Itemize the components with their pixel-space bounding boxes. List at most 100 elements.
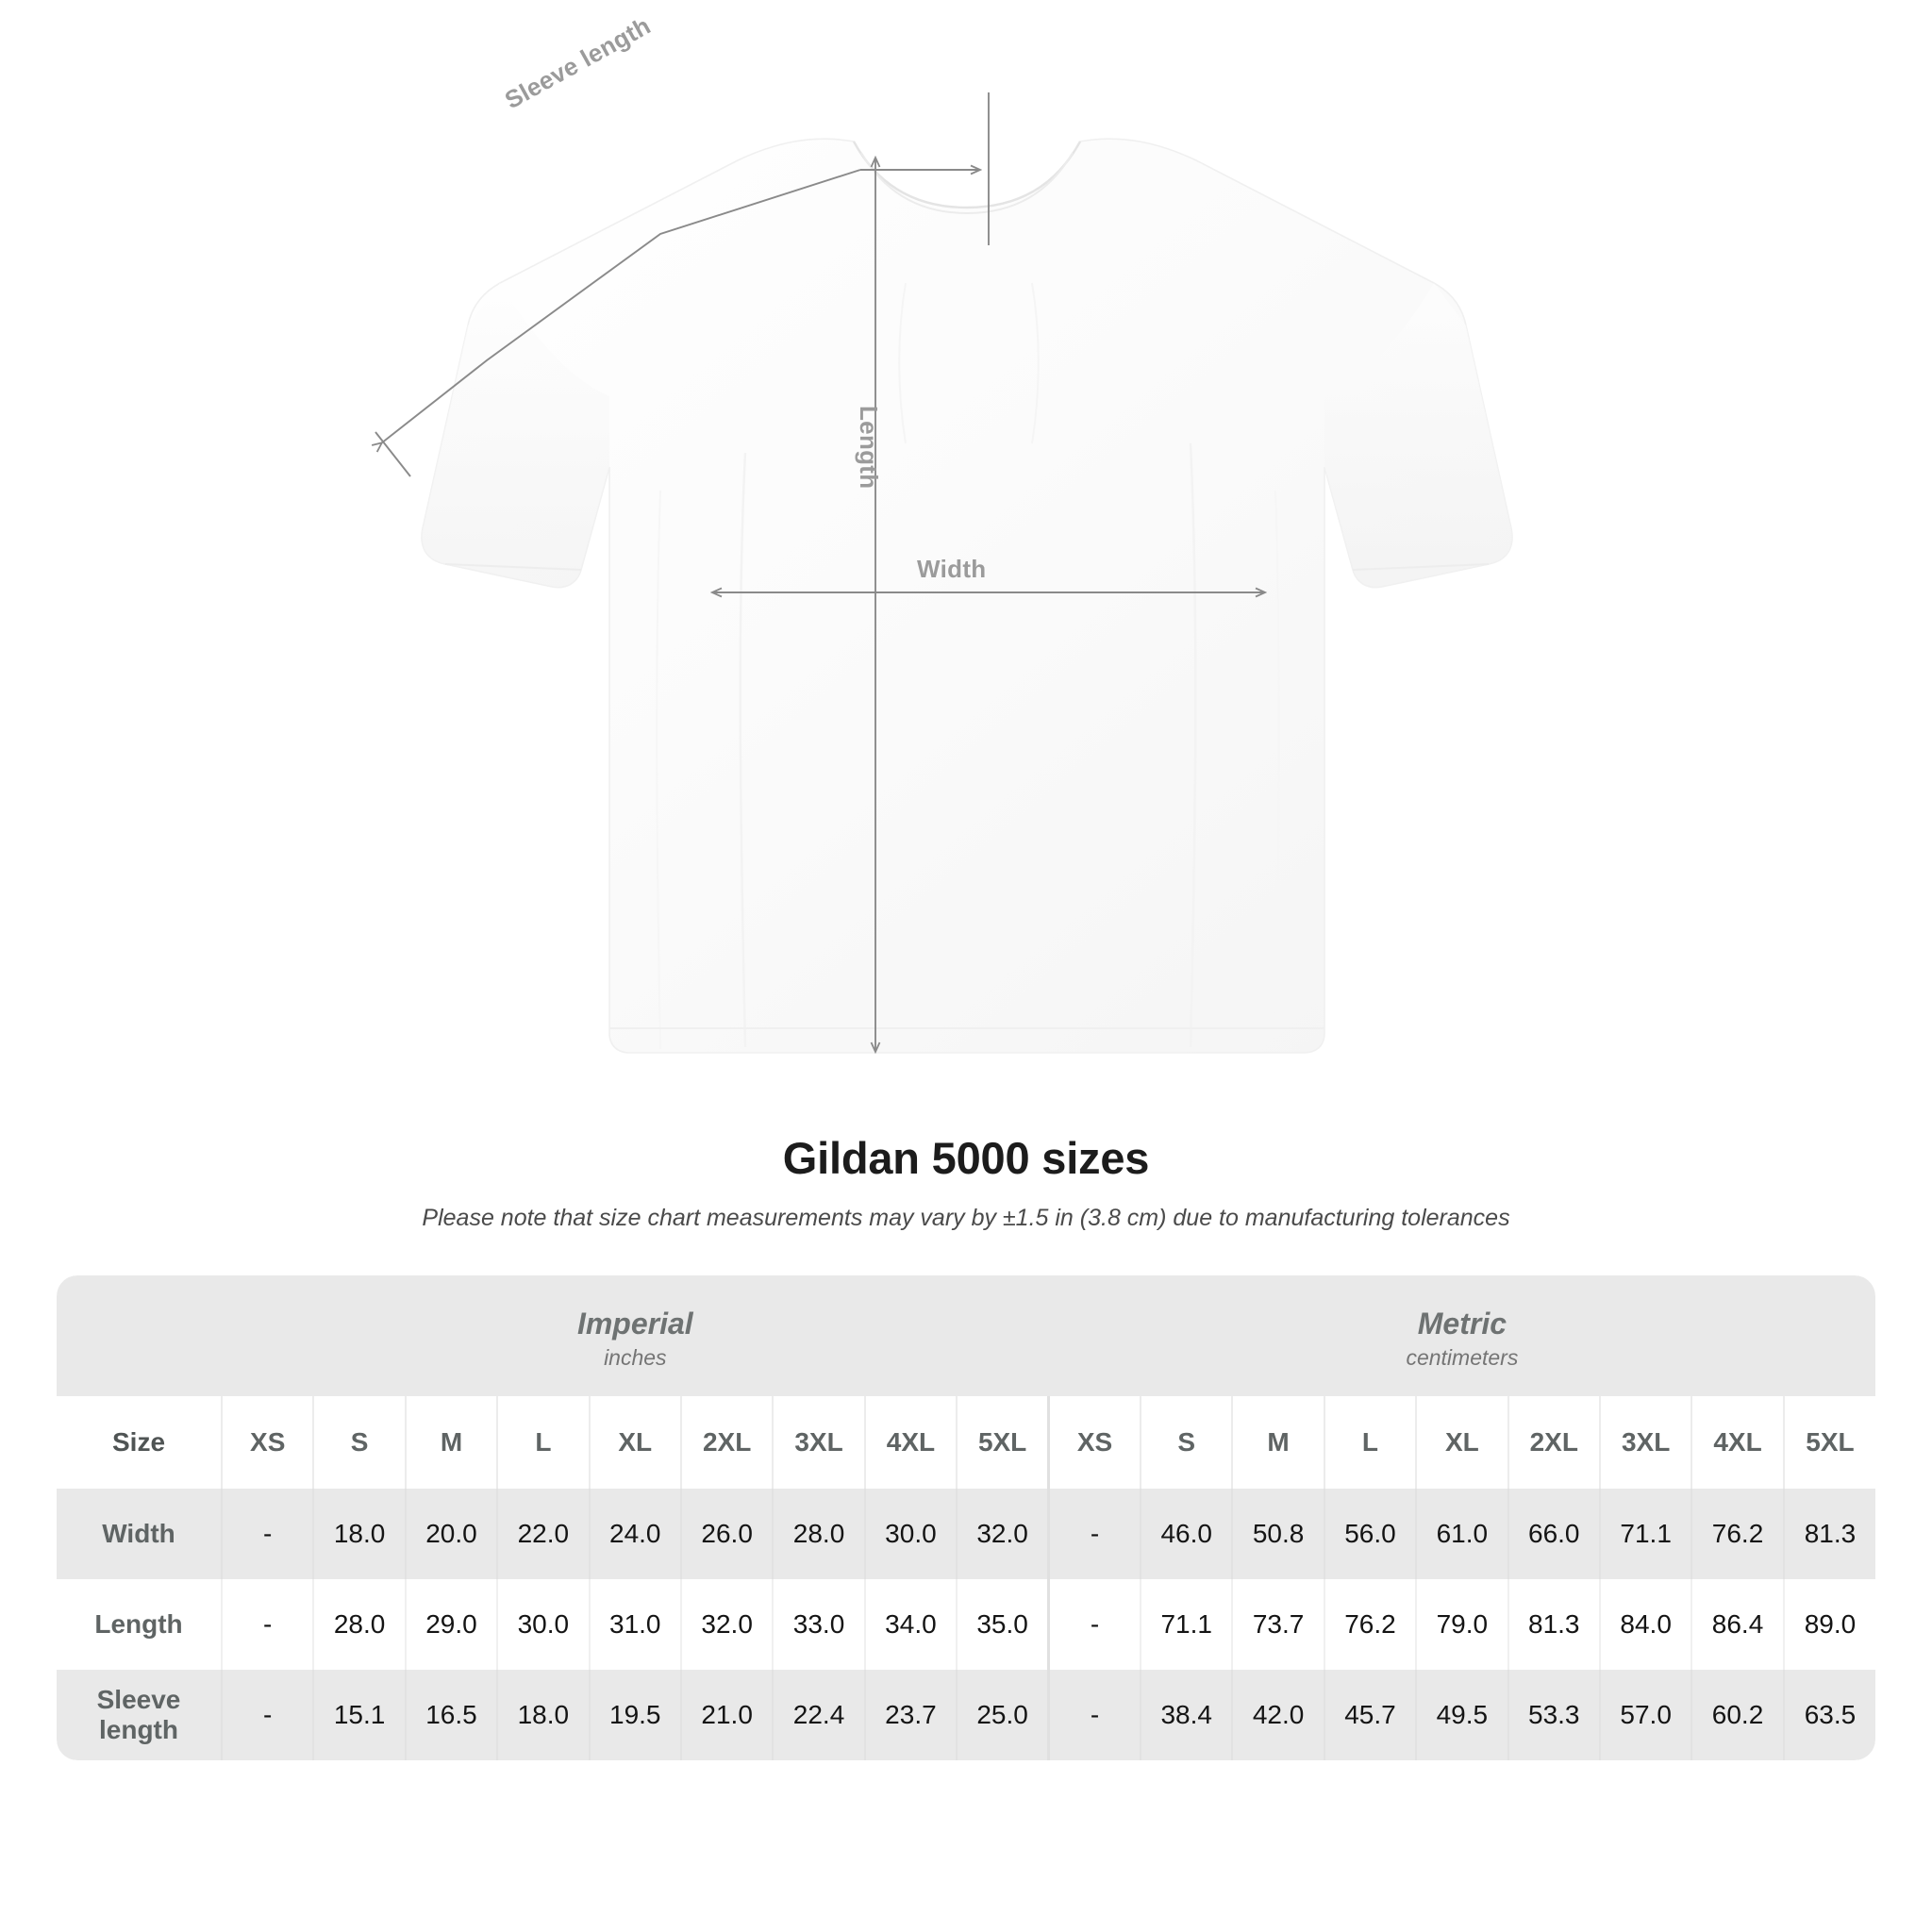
measurement-cell: 49.5 [1415,1670,1508,1760]
size-header-cell-4xl: 4XL [1690,1396,1784,1489]
size-header-cell-3xl: 3XL [772,1396,865,1489]
size-header-cell-s: S [312,1396,406,1489]
measurement-cell: 84.0 [1598,1579,1692,1670]
unit-group-name: Metric [1417,1307,1507,1341]
size-header-row: Size XS S M L XL 2XL 3XL 4XL 5XL XS S M L XL 2XL 3XL 4XL 5… [57,1396,1876,1489]
size-header-cell-2xl: 2XL [679,1396,774,1489]
table-row: Length -28.0 29.0 30.0 31.0 32.0 33.0 34.0 35.0-… [57,1579,1876,1670]
measurement-cell: 73.7 [1231,1579,1324,1670]
size-header-cell-xs: XS [220,1396,314,1489]
measurement-cell: 71.1 [1598,1489,1692,1579]
size-header-cell-5xl: 5XL [956,1396,1049,1489]
measurement-cell: 29.0 [404,1579,498,1670]
measurement-cell: 76.2 [1690,1489,1784,1579]
table-row: Width -18.0 20.0 22.0 24.0 26.0 28.0 30.0 32.0-4… [57,1489,1876,1579]
measurement-cell: 35.0 [956,1579,1049,1670]
measurement-cell: - [220,1579,314,1670]
measurement-cell: 34.0 [863,1579,958,1670]
tshirt-illustration [0,92,1513,1123]
measurement-cell: 46.0 [1139,1489,1233,1579]
measurement-cell: 33.0 [772,1579,865,1670]
measurement-cell: 66.0 [1507,1489,1600,1579]
size-header-cell-l: L [1323,1396,1417,1489]
size-header-cell-xl: XL [1415,1396,1508,1489]
unit-group-subtitle: centimeters [1406,1345,1519,1371]
size-header-cell-s: S [1139,1396,1233,1489]
unit-group-subtitle: inches [604,1345,667,1371]
measurement-cell: 25.0 [956,1670,1049,1760]
measurement-cell: 19.5 [588,1670,681,1760]
measurement-cell: 81.3 [1507,1579,1600,1670]
measurement-cell: 42.0 [1231,1670,1324,1760]
size-header-cell-l: L [496,1396,590,1489]
size-chart-table: Imperial inches Metric centimeters Size XS S M L… [57,1275,1876,1760]
page-title: Gildan 5000 sizes [782,1133,1150,1183]
unit-group-metric: Metric centimeters [1048,1275,1876,1396]
measurement-cell: 21.0 [679,1670,774,1760]
measurement-cell: 71.1 [1139,1579,1233,1670]
measurement-cell: 32.0 [956,1489,1049,1579]
row-label-length: Length [57,1579,222,1670]
sleeve-length-line [381,169,861,443]
unit-group-name: Imperial [576,1307,693,1341]
size-header-cell-xs: XS [1047,1396,1141,1489]
measurement-cell: - [1047,1670,1141,1760]
measurement-cell: 89.0 [1782,1579,1876,1670]
measurement-cell: 18.0 [496,1670,590,1760]
unit-header-spacer [57,1275,222,1396]
size-header-label: Size [57,1396,222,1489]
measurement-lines [375,92,1264,1051]
measurement-cell: 22.4 [772,1670,865,1760]
measurement-cell: 63.5 [1782,1670,1876,1760]
size-header-cell-4xl: 4XL [863,1396,958,1489]
measurement-cell: 22.0 [496,1489,590,1579]
measurement-cell: 60.2 [1690,1670,1784,1760]
size-header-cell-m: M [404,1396,498,1489]
measurement-cell: 57.0 [1598,1670,1692,1760]
measurement-cell: 56.0 [1323,1489,1417,1579]
measurement-cell: 38.4 [1139,1670,1233,1760]
measurement-cell: 16.5 [404,1670,498,1760]
measurement-cell: - [220,1489,314,1579]
size-header-cell-3xl: 3XL [1598,1396,1692,1489]
size-header-cell-m: M [1231,1396,1324,1489]
unit-group-imperial: Imperial inches [222,1275,1049,1396]
measurement-cell: 23.7 [863,1670,958,1760]
size-header-cell-5xl: 5XL [1782,1396,1876,1489]
measurement-cell: 31.0 [588,1579,681,1670]
measurement-cell: 50.8 [1231,1489,1324,1579]
row-label-sleeve-length: Sleeve length [57,1670,222,1760]
measurement-cell: 28.0 [772,1489,865,1579]
size-chart-table-wrapper: Imperial inches Metric centimeters Size XS S M L… [57,1275,1876,1760]
measurement-cell: 86.4 [1690,1579,1784,1670]
measurement-cell: 45.7 [1323,1670,1417,1760]
measurement-cell: 53.3 [1507,1670,1600,1760]
measurement-cell: 30.0 [863,1489,958,1579]
row-label-width: Width [57,1489,222,1579]
chart-caption: Gildan 5000 sizes Please note that size … [0,1132,1932,1232]
tolerance-note: Please note that size chart measurements… [422,1205,1510,1231]
unit-header-row: Imperial inches Metric centimeters [57,1275,1876,1396]
measurement-cell: - [220,1670,314,1760]
measurement-cell: - [1047,1489,1141,1579]
measurement-cell: 18.0 [312,1489,406,1579]
measurement-cell: 30.0 [496,1579,590,1670]
size-header-cell-2xl: 2XL [1507,1396,1600,1489]
measurement-cell: 15.1 [312,1670,406,1760]
measurement-cell: 28.0 [312,1579,406,1670]
measurement-cell: 81.3 [1782,1489,1876,1579]
length-label: Length [855,406,883,490]
measurement-cell: 32.0 [679,1579,774,1670]
shirt-shape [421,138,1513,1054]
sleeve-hem-tick [375,431,411,477]
measurement-cell: 79.0 [1415,1579,1508,1670]
measurement-cell: 26.0 [679,1489,774,1579]
tshirt-diagram: Sleeve length Length Width [0,11,1513,1123]
measurement-cell: 76.2 [1323,1579,1417,1670]
size-header-cell-xl: XL [588,1396,681,1489]
width-label: Width [917,555,987,583]
table-row: Sleeve length -15.1 16.5 18.0 19.5 21.0 22.4 23… [57,1670,1876,1760]
measurement-cell: 20.0 [404,1489,498,1579]
measurement-cell: - [1047,1579,1141,1670]
measurement-cell: 24.0 [588,1489,681,1579]
